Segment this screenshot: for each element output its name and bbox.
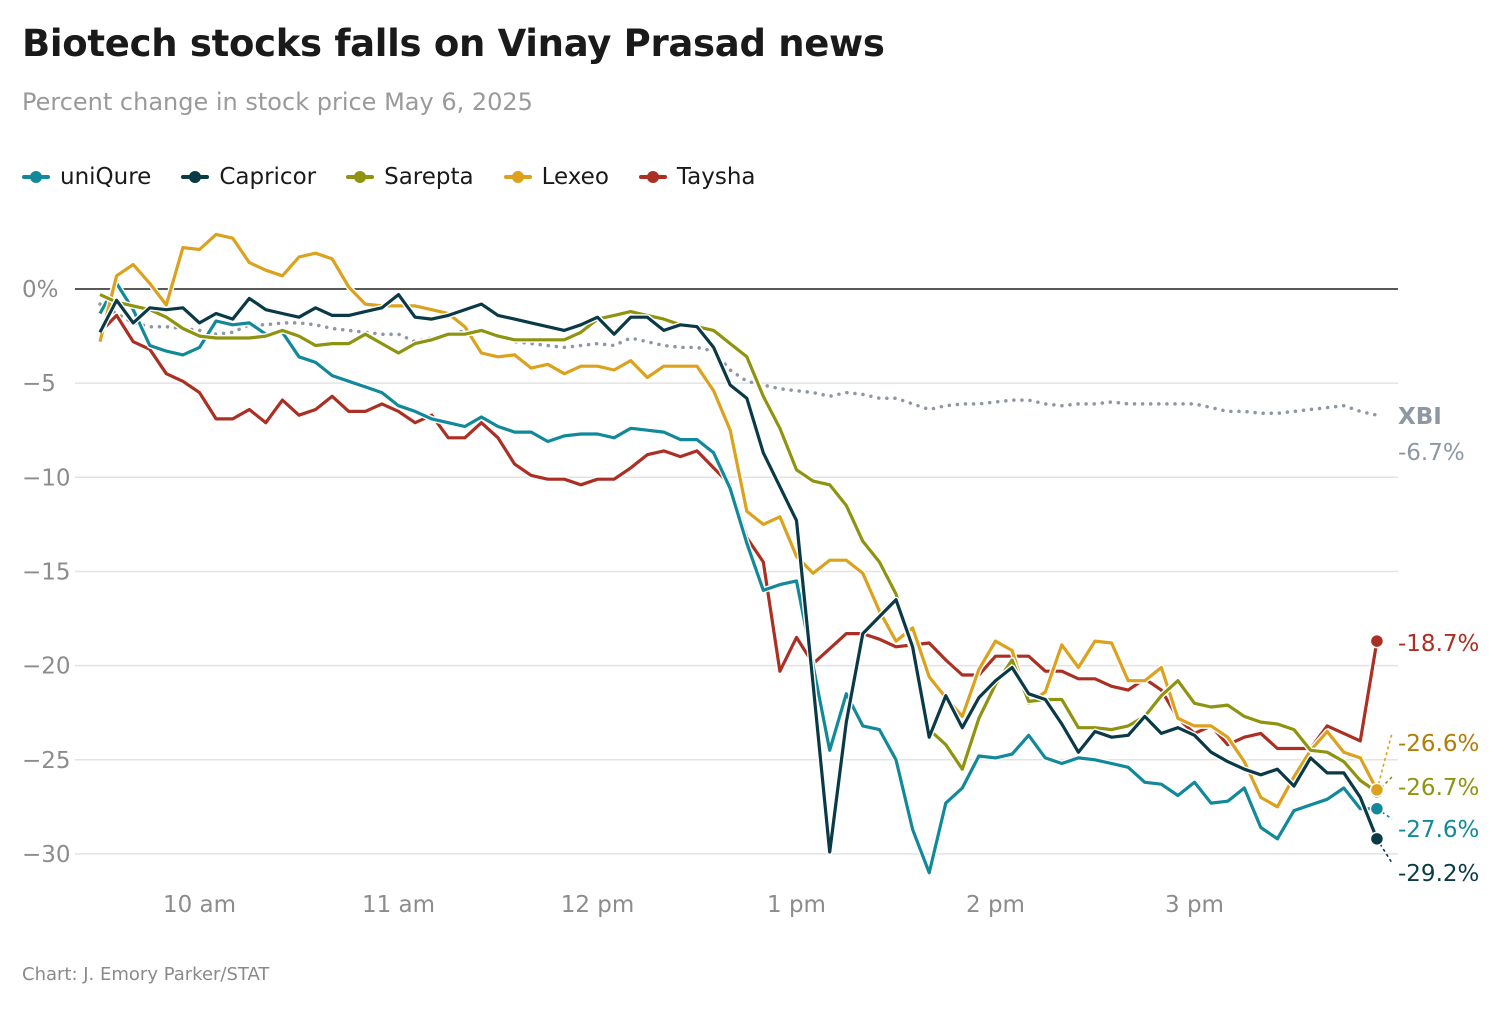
label-connector bbox=[1376, 732, 1393, 791]
x-tick-label: 12 pm bbox=[561, 892, 635, 918]
series-name-label: XBI bbox=[1398, 404, 1442, 430]
y-tick-label: −15 bbox=[22, 559, 71, 585]
legend-label: Taysha bbox=[676, 164, 756, 190]
legend-label: uniQure bbox=[60, 164, 152, 190]
end-point-dot bbox=[1369, 801, 1385, 816]
series-sarepta bbox=[98, 291, 1379, 795]
legend-swatch bbox=[22, 171, 50, 183]
series-uniqure bbox=[97, 280, 1377, 876]
end-point-dot bbox=[1369, 831, 1385, 847]
end-value-label: -26.7% bbox=[1398, 775, 1479, 801]
series-line bbox=[98, 232, 1379, 809]
end-value-label: -29.2% bbox=[1398, 861, 1479, 887]
legend-item-lexeo: Lexeo bbox=[503, 164, 609, 190]
legend-swatch bbox=[346, 171, 375, 183]
legend-swatch bbox=[638, 171, 667, 183]
series-line bbox=[98, 302, 1379, 417]
legend-item-sarepta: Sarepta bbox=[346, 164, 474, 190]
x-tick-label: 10 am bbox=[163, 892, 236, 918]
x-tick-label: 3 pm bbox=[1165, 892, 1224, 918]
series-line-halo bbox=[97, 280, 1377, 876]
y-tick-label: 0% bbox=[22, 277, 59, 303]
series-lexeo bbox=[97, 231, 1380, 810]
series-taysha bbox=[97, 312, 1380, 752]
series-line-halo bbox=[98, 291, 1379, 795]
chart-subtitle: Percent change in stock price May 6, 202… bbox=[22, 88, 533, 116]
chart-credit: Chart: J. Emory Parker/STAT bbox=[22, 964, 270, 985]
x-tick-label: 11 am bbox=[362, 892, 435, 918]
series-capricor bbox=[97, 291, 1380, 855]
y-tick-label: −30 bbox=[22, 842, 71, 868]
end-point-dot bbox=[1369, 633, 1385, 649]
y-tick-label: −25 bbox=[22, 748, 71, 774]
x-tick-label: 2 pm bbox=[966, 892, 1025, 918]
legend-swatch bbox=[503, 171, 532, 183]
y-tick-label: −10 bbox=[22, 465, 71, 491]
x-tick-label: 1 pm bbox=[767, 892, 826, 918]
label-connector bbox=[1376, 838, 1393, 864]
end-point-dot bbox=[1369, 782, 1385, 798]
legend-swatch bbox=[181, 171, 210, 183]
y-tick-label: −20 bbox=[22, 654, 71, 680]
legend-item-uniqure: uniQure bbox=[22, 164, 151, 190]
legend-label: Lexeo bbox=[541, 164, 609, 190]
series-line bbox=[99, 293, 1378, 794]
chart-title: Biotech stocks falls on Vinay Prasad new… bbox=[22, 22, 885, 65]
end-value-label: -18.7% bbox=[1398, 631, 1479, 657]
legend: uniQure Capricor Sarepta Lexeo Taysha bbox=[22, 164, 756, 190]
legend-label: Sarepta bbox=[384, 164, 474, 190]
end-value-label: -27.6% bbox=[1398, 817, 1479, 843]
series-line bbox=[98, 293, 1379, 854]
series-line-halo bbox=[97, 312, 1380, 752]
legend-item-taysha: Taysha bbox=[638, 164, 756, 190]
end-value-label: -6.7% bbox=[1398, 440, 1465, 466]
legend-label: Capricor bbox=[219, 164, 317, 190]
series-line bbox=[98, 281, 1377, 875]
series-line-halo bbox=[97, 291, 1380, 855]
end-value-label: -26.6% bbox=[1398, 731, 1479, 757]
series-xbi bbox=[98, 302, 1379, 417]
y-tick-label: −5 bbox=[22, 371, 56, 397]
legend-item-capricor: Capricor bbox=[181, 164, 316, 190]
series-line bbox=[98, 313, 1379, 751]
